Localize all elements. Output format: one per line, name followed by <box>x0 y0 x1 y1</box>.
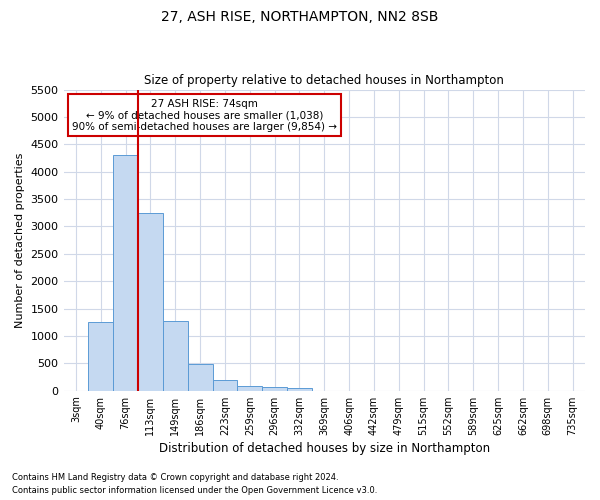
Y-axis label: Number of detached properties: Number of detached properties <box>15 152 25 328</box>
Text: 27 ASH RISE: 74sqm
← 9% of detached houses are smaller (1,038)
90% of semi-detac: 27 ASH RISE: 74sqm ← 9% of detached hous… <box>72 98 337 132</box>
Bar <box>262 388 287 390</box>
Bar <box>238 386 262 390</box>
X-axis label: Distribution of detached houses by size in Northampton: Distribution of detached houses by size … <box>159 442 490 455</box>
Text: 27, ASH RISE, NORTHAMPTON, NN2 8SB: 27, ASH RISE, NORTHAMPTON, NN2 8SB <box>161 10 439 24</box>
Bar <box>212 380 238 390</box>
Bar <box>163 320 188 390</box>
Text: Contains HM Land Registry data © Crown copyright and database right 2024.
Contai: Contains HM Land Registry data © Crown c… <box>12 474 377 495</box>
Title: Size of property relative to detached houses in Northampton: Size of property relative to detached ho… <box>145 74 504 87</box>
Bar <box>138 212 163 390</box>
Bar <box>113 156 138 390</box>
Bar <box>88 322 113 390</box>
Bar <box>287 388 312 390</box>
Bar <box>188 364 212 390</box>
